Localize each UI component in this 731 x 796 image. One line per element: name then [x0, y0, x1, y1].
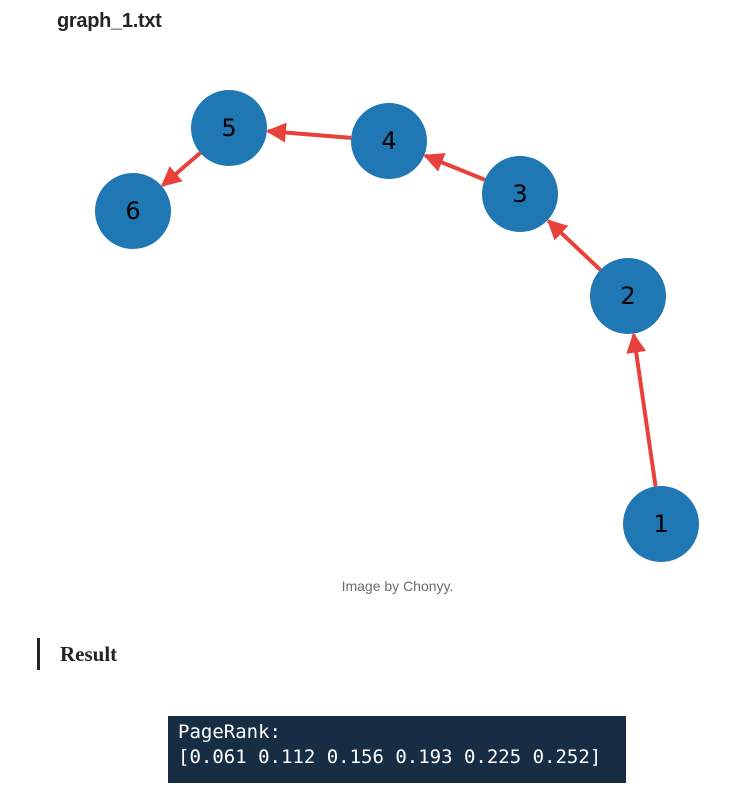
node [351, 103, 427, 179]
edge [423, 153, 486, 182]
edge [626, 332, 658, 487]
heading: graph_1.txt [57, 10, 162, 32]
node [623, 486, 699, 562]
code-line: PageRank: [178, 721, 281, 743]
edge [265, 122, 352, 143]
code-block: PageRank: [0.061 0.112 0.156 0.193 0.225 … [168, 716, 626, 783]
node-label: 1 [653, 510, 668, 538]
figure-caption: Image by Chonyy. [341, 578, 454, 594]
node-label: 2 [620, 282, 635, 310]
node [95, 173, 171, 249]
node [482, 156, 558, 232]
graph-figure: 1 2 3 4 5 6 [95, 90, 699, 562]
section-title: Result [37, 638, 117, 670]
edge [546, 219, 602, 272]
node-label: 6 [125, 197, 140, 225]
edge [160, 151, 202, 188]
node-label: 3 [512, 180, 527, 208]
code-line: [0.061 0.112 0.156 0.193 0.225 0.252] [178, 746, 602, 768]
node-label: 4 [381, 127, 396, 155]
node [191, 90, 267, 166]
node-label: 5 [221, 114, 236, 142]
node [590, 258, 666, 334]
